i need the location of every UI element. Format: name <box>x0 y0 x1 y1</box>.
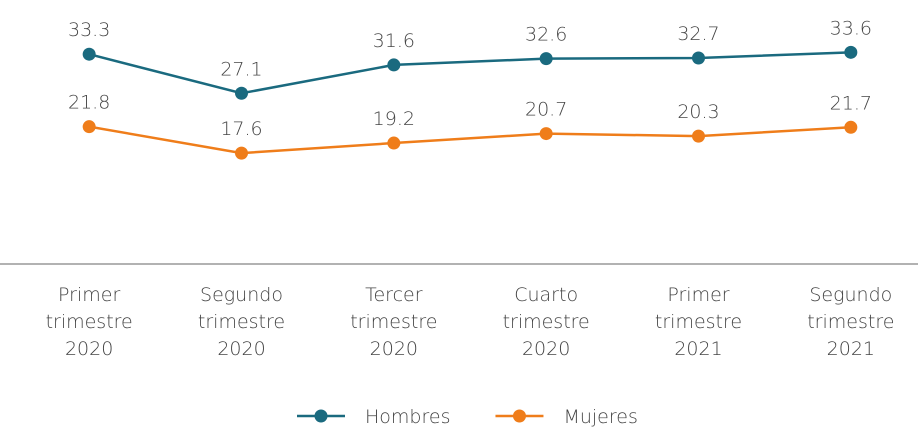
data-label: 31.6 <box>373 30 415 52</box>
x-tick-label: Primer trimestre 2021 <box>654 284 743 360</box>
data-label: 33.6 <box>830 17 872 39</box>
data-point <box>692 51 705 65</box>
x-tick-label: Primer trimestre 2020 <box>45 284 133 360</box>
legend-label: Hombres <box>365 406 450 428</box>
data-point <box>387 136 401 150</box>
data-point <box>82 120 96 134</box>
x-tick-label: Segundo trimestre 2020 <box>197 284 286 360</box>
series-line <box>88 51 851 95</box>
data-label: 19.2 <box>373 108 415 130</box>
data-label: 32.6 <box>525 24 567 46</box>
data-label: 21.8 <box>68 92 110 114</box>
data-point <box>539 127 553 141</box>
legend-marker <box>314 409 328 423</box>
x-tick-label: Cuarto trimestre 2020 <box>502 284 590 360</box>
data-point <box>235 146 248 160</box>
data-point <box>692 129 705 143</box>
data-point <box>844 45 858 59</box>
legend-label: Mujeres <box>563 406 637 428</box>
data-label: 33.3 <box>68 19 110 41</box>
data-point <box>82 47 96 61</box>
series-line <box>88 125 851 155</box>
legend-marker <box>512 409 526 423</box>
data-point <box>539 52 553 66</box>
data-label: 17.6 <box>220 118 262 140</box>
data-label: 20.7 <box>525 99 567 121</box>
data-point <box>235 86 248 100</box>
data-label: 20.3 <box>677 101 719 123</box>
data-label: 21.7 <box>830 92 872 114</box>
data-label: 32.7 <box>677 23 719 45</box>
data-point <box>387 58 401 72</box>
data-label: 27.1 <box>220 58 262 80</box>
x-tick-label: Segundo trimestre 2021 <box>807 284 895 360</box>
x-tick-label: Tercer trimestre 2020 <box>350 284 438 360</box>
data-point <box>844 120 858 134</box>
